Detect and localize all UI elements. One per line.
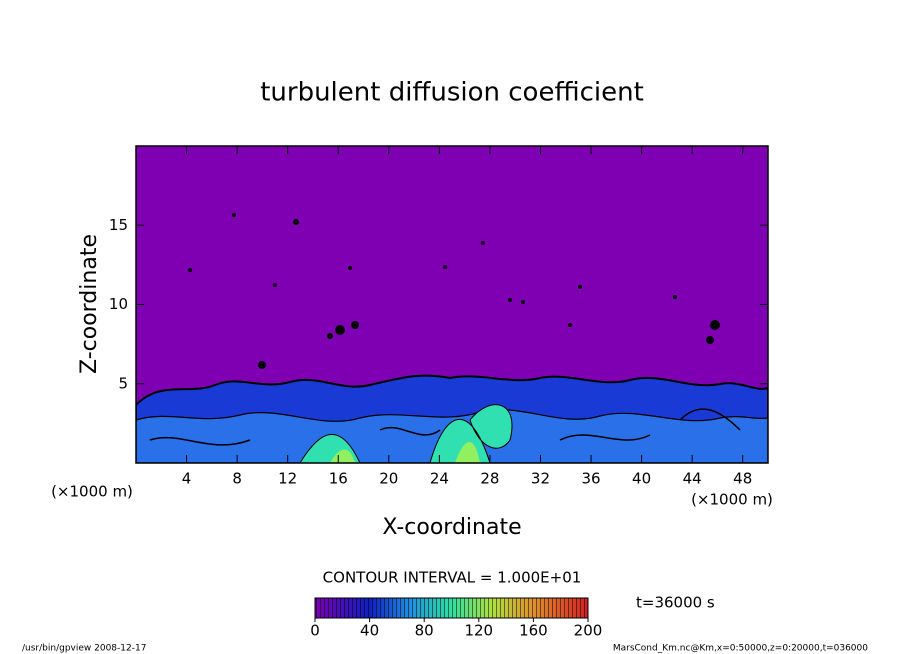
time-label: t=36000 s xyxy=(636,594,715,612)
y-tick-label: 5 xyxy=(118,374,128,392)
y-tick-label: 15 xyxy=(109,216,128,234)
footer-left: /usr/bin/gpview 2008-12-17 xyxy=(22,644,146,654)
y-unit: (×1000 m) xyxy=(51,483,133,501)
colorbar-tick-label: 40 xyxy=(360,622,379,640)
x-tick-label: 32 xyxy=(531,470,550,488)
x-tick-label: 28 xyxy=(480,470,499,488)
colorbar-tick-label: 80 xyxy=(415,622,434,640)
contour-interval: CONTOUR INTERVAL = 1.000E+01 xyxy=(323,569,582,587)
colorbar-tick-label: 160 xyxy=(519,622,548,640)
x-tick-label: 24 xyxy=(430,470,449,488)
x-tick-label: 20 xyxy=(379,470,398,488)
x-tick-label: 48 xyxy=(733,470,752,488)
y-axis-label: Z-coordinate xyxy=(77,234,102,374)
x-tick-label: 12 xyxy=(278,470,297,488)
x-tick-label: 8 xyxy=(232,470,242,488)
colorbar-tick-label: 120 xyxy=(464,622,493,640)
colorbar-tick-label: 0 xyxy=(310,622,320,640)
x-axis-label: X-coordinate xyxy=(382,515,521,540)
x-tick-label: 44 xyxy=(683,470,702,488)
x-tick-label: 36 xyxy=(581,470,600,488)
footer-right: MarsCond_Km.nc@Km,x=0:50000,z=0:20000,t=… xyxy=(613,644,868,654)
x-tick-label: 40 xyxy=(632,470,651,488)
colorbar-tick-label: 200 xyxy=(574,622,603,640)
x-tick-label: 16 xyxy=(329,470,348,488)
x-tick-label: 4 xyxy=(182,470,192,488)
chart-title: turbulent diffusion coefficient xyxy=(260,78,644,108)
x-unit: (×1000 m) xyxy=(691,491,773,509)
colorbar-levels xyxy=(315,598,588,618)
contour-field xyxy=(136,146,768,463)
y-tick-label: 10 xyxy=(109,295,128,313)
